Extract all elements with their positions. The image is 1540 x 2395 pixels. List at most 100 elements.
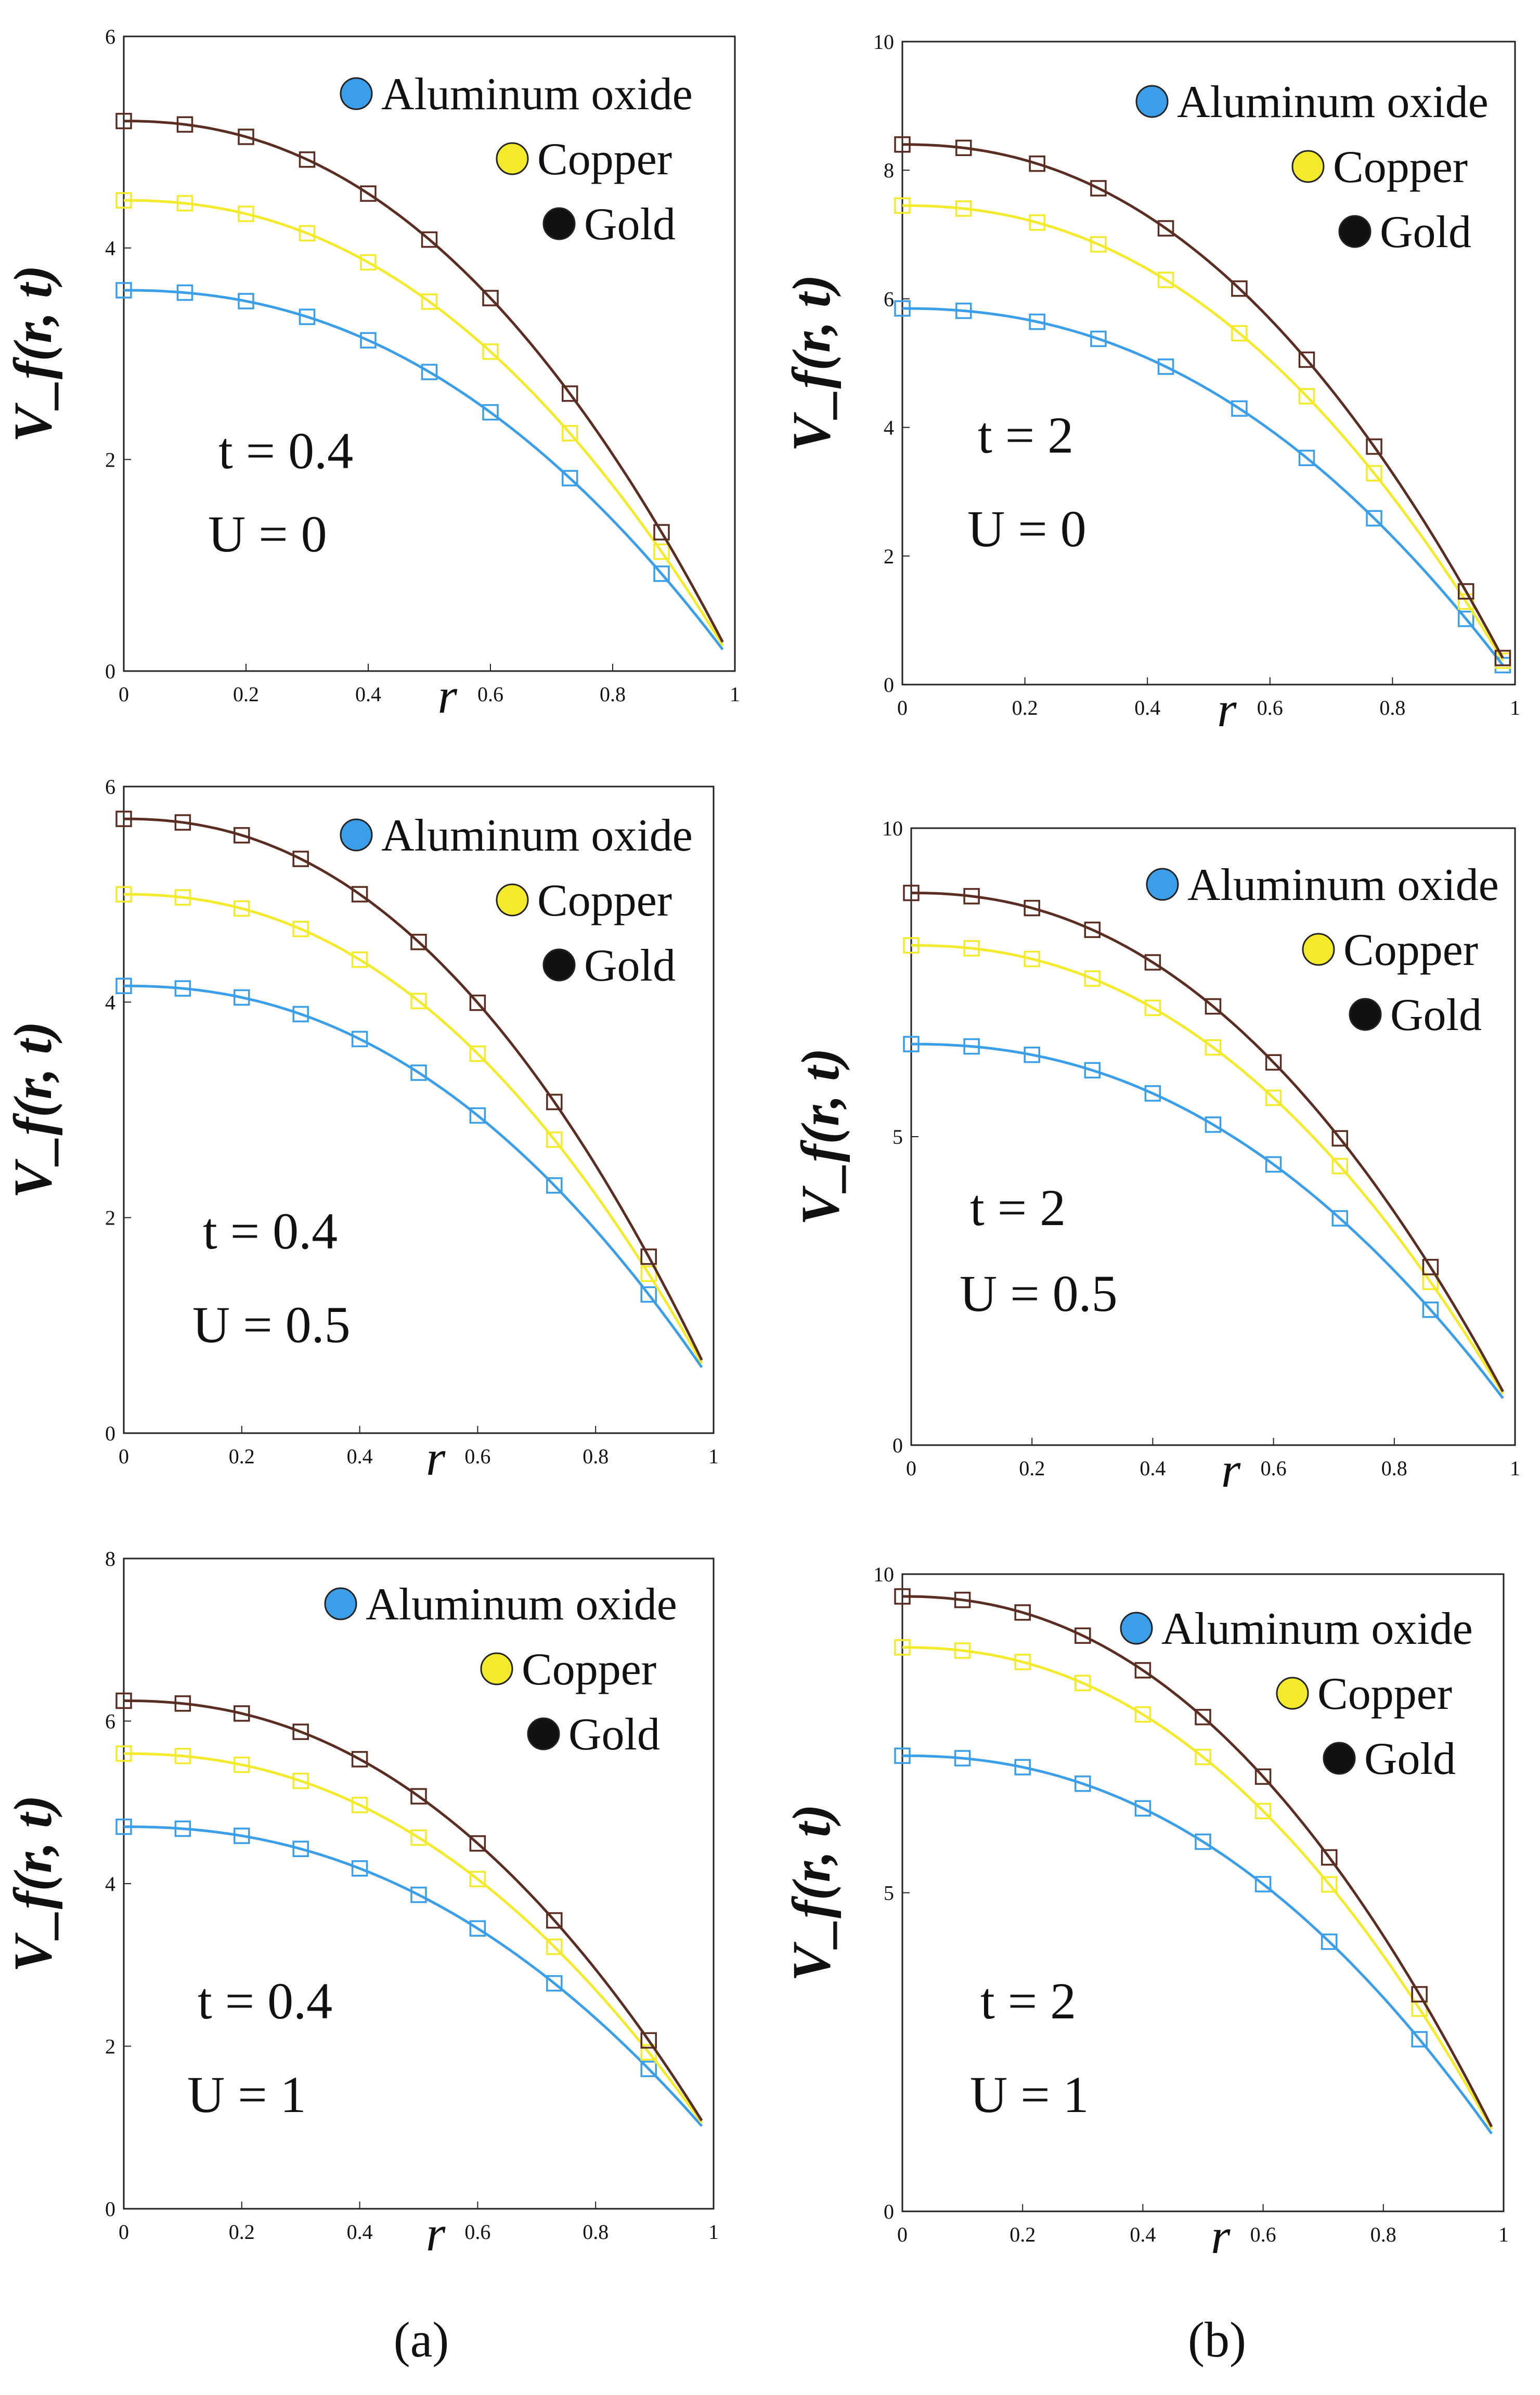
data-point-marker — [640, 1286, 657, 1303]
data-point-marker — [351, 1031, 368, 1048]
x-tick-label: 0.8 — [583, 1445, 609, 1468]
data-point-marker — [115, 977, 132, 995]
data-point-marker — [238, 293, 254, 310]
y-tick-label: 2 — [884, 545, 894, 568]
legend-marker-copper — [1276, 1677, 1309, 1710]
data-point-marker — [1029, 155, 1045, 172]
data-point-marker — [1366, 510, 1382, 527]
annotation-u: U = 0 — [967, 500, 1086, 558]
legend-marker-gold — [1338, 215, 1371, 248]
legend-marker-gold — [542, 207, 576, 240]
data-point-marker — [1254, 1768, 1272, 1785]
x-tick-label: 0.4 — [1134, 696, 1160, 719]
data-point-marker — [640, 1265, 657, 1282]
x-tick-label: 1 — [730, 683, 740, 706]
y-tick-label: 8 — [884, 159, 894, 182]
annotation-u: U = 1 — [970, 2066, 1089, 2123]
legend-label: Copper — [537, 134, 672, 185]
data-point-marker — [292, 1840, 309, 1857]
x-tick-label: 0 — [119, 683, 129, 706]
legend-marker-aluminum-oxide — [1135, 85, 1169, 118]
data-point-marker — [1321, 1933, 1338, 1950]
data-point-marker — [1024, 899, 1040, 917]
data-point-marker — [1298, 351, 1315, 368]
data-point-marker — [1195, 1833, 1211, 1850]
data-point-marker — [292, 1006, 309, 1023]
x-axis-label: r — [426, 2206, 446, 2261]
legend-marker-copper — [480, 1652, 513, 1685]
x-tick-label: 0.2 — [1019, 1457, 1045, 1480]
data-point-marker — [1075, 1675, 1091, 1692]
data-point-marker — [954, 1750, 971, 1767]
x-tick-label: 0 — [906, 1457, 916, 1480]
data-point-marker — [176, 195, 193, 212]
legend-marker-aluminum-oxide — [1146, 868, 1179, 901]
data-point-marker — [234, 827, 250, 844]
series-line-aluminum-oxide — [911, 1042, 1504, 1399]
x-tick-label: 0.8 — [1379, 696, 1405, 719]
x-tick-label: 0.4 — [347, 2220, 373, 2244]
data-point-marker — [299, 151, 316, 168]
data-point-marker — [963, 1038, 980, 1055]
data-point-marker — [421, 231, 438, 248]
data-point-marker — [653, 524, 670, 540]
data-point-marker — [410, 1886, 427, 1903]
legend-label: Copper — [1317, 1669, 1452, 1719]
data-point-marker — [546, 1975, 563, 1992]
data-point-marker — [469, 1045, 486, 1062]
x-tick-label: 0.6 — [1250, 2223, 1276, 2246]
data-point-marker — [299, 308, 316, 325]
data-point-marker — [903, 1036, 920, 1052]
x-tick-label: 0.6 — [464, 1445, 490, 1468]
x-axis-label: r — [1217, 681, 1237, 737]
data-point-marker — [1144, 954, 1161, 971]
series-line-copper — [911, 944, 1504, 1395]
data-point-marker — [546, 1177, 563, 1194]
data-point-marker — [115, 1745, 132, 1762]
x-tick-label: 0 — [119, 2220, 129, 2244]
data-point-marker — [1265, 1156, 1282, 1173]
plot-frame — [123, 786, 715, 1434]
data-point-marker — [351, 886, 368, 903]
legend-marker-gold — [1323, 1742, 1356, 1775]
data-point-marker — [469, 1107, 486, 1124]
legend-marker-gold — [542, 948, 576, 982]
x-tick-label: 0.6 — [1257, 696, 1283, 719]
data-point-marker — [1298, 388, 1315, 405]
data-point-marker — [1134, 1706, 1151, 1723]
data-point-marker — [1024, 950, 1040, 968]
data-point-marker — [1422, 1258, 1439, 1276]
data-point-marker — [1090, 236, 1107, 253]
data-point-marker — [360, 332, 377, 349]
data-point-marker — [1458, 583, 1474, 600]
series-line-copper — [124, 893, 703, 1364]
data-point-marker — [546, 1093, 563, 1111]
legend-label: Aluminum oxide — [1187, 860, 1499, 910]
series-line-aluminum-oxide — [902, 307, 1504, 666]
x-tick-label: 0.2 — [1010, 2223, 1036, 2246]
data-point-marker — [482, 290, 499, 306]
legend-marker-copper — [1291, 150, 1325, 183]
data-point-marker — [1014, 1759, 1031, 1775]
x-tick-label: 0.4 — [347, 1445, 373, 1468]
data-point-marker — [1265, 1089, 1282, 1106]
x-axis-label: r — [438, 668, 458, 724]
legend-marker-gold — [1349, 998, 1382, 1031]
x-tick-label: 0.6 — [464, 2220, 490, 2244]
data-point-marker — [1157, 358, 1174, 375]
y-axis-label: V_f(r, t) — [782, 275, 842, 452]
x-tick-label: 0 — [897, 696, 908, 719]
x-tick-label: 0.2 — [229, 1445, 255, 1468]
data-point-marker — [115, 1692, 132, 1709]
series-line-aluminum-oxide — [124, 984, 703, 1368]
data-point-marker — [351, 1860, 368, 1877]
data-point-marker — [546, 1912, 563, 1929]
x-tick-label: 0.2 — [233, 683, 259, 706]
x-tick-label: 0.8 — [583, 2220, 609, 2244]
data-point-marker — [1458, 610, 1474, 627]
annotation-time: t = 0.4 — [203, 1202, 338, 1260]
data-point-marker — [360, 185, 377, 202]
y-axis-label: V_f(r, t) — [3, 265, 63, 443]
y-tick-label: 0 — [884, 2200, 894, 2223]
data-point-marker — [1029, 214, 1045, 231]
